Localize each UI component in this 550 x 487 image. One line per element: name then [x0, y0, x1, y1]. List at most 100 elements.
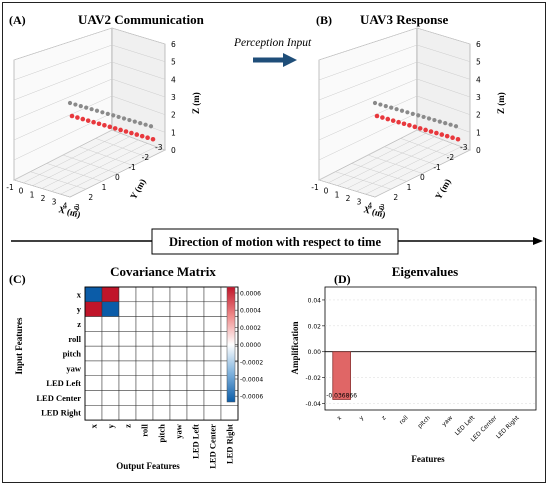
bar-category-label: y: [358, 414, 366, 422]
heatmap-cell: [169, 375, 188, 391]
y-tick-label: -2: [142, 153, 150, 162]
bar-title: Eigenvalues: [392, 264, 458, 279]
y-tick-label: 0: [115, 173, 120, 182]
follower-point: [73, 102, 78, 107]
panel-c-letter: (C): [9, 272, 26, 286]
direction-label: Direction of motion with respect to time: [169, 235, 381, 249]
grid-line: [416, 129, 471, 151]
heatmap-cell: [152, 405, 171, 421]
grid-line: [111, 95, 166, 115]
heatmap-cell: [101, 301, 120, 317]
heatmap-cell: [152, 286, 171, 303]
heatmap-cell: [186, 390, 205, 406]
heatmap-cell: [203, 360, 222, 376]
eigenvalue-bar-chart: 0.04 0.02 0.00 -0.02 -0.04 x y z roll pitch yaw LED…: [305, 286, 537, 443]
heatmap-row-label: roll: [68, 334, 81, 344]
heatmap-cell: [84, 360, 103, 376]
heatmap-cell: [135, 316, 154, 332]
grid-line: [13, 27, 113, 61]
grid-line: [111, 27, 166, 45]
follower-point: [67, 100, 73, 106]
follower-point: [410, 111, 415, 116]
y-axis-label: Y (m): [128, 177, 148, 201]
grid-line: [111, 129, 166, 151]
heatmap-row-label: LED Left: [46, 378, 81, 388]
grid-line: [111, 78, 166, 98]
grid-line: [13, 78, 113, 121]
colorbar-tick-label: 0.0000: [240, 342, 261, 349]
colorbar-tick-label: -0.0002: [240, 359, 263, 366]
leader-point: [150, 136, 156, 142]
z-tick-label: 4: [171, 75, 176, 84]
leader-point: [396, 119, 401, 125]
heatmap-cell: [84, 345, 103, 362]
grid-line: [416, 27, 471, 45]
colorbar-tick-label: -0.0006: [240, 394, 263, 401]
heatmap-row-label: y: [77, 304, 82, 314]
follower-point: [443, 121, 448, 126]
heatmap-cell: [135, 360, 154, 376]
colorbar-tick-label: 0.0006: [240, 291, 261, 298]
follower-point: [111, 113, 116, 118]
bar-category-label: pitch: [416, 414, 432, 430]
follower-point: [432, 117, 437, 123]
heatmap-cell: [101, 316, 120, 332]
leader-point: [145, 135, 150, 140]
heatmap-row-label: z: [77, 319, 81, 329]
leader-point: [80, 116, 86, 122]
leader-point: [96, 121, 102, 127]
heatmap-row-label: LED Center: [36, 393, 81, 403]
heatmap-cell: [84, 331, 103, 347]
leader-point: [417, 126, 423, 131]
heatmap-row-label: x: [77, 289, 82, 299]
bar-ytick-label: 0.00: [308, 349, 322, 356]
colorbar-tick-label: 0.0004: [240, 308, 261, 315]
heatmap-cell: [101, 405, 120, 421]
heatmap-cell: [169, 345, 188, 362]
leader-point: [129, 130, 134, 136]
z-tick-label: 4: [476, 75, 481, 84]
follower-point: [448, 122, 453, 127]
follower-point: [437, 119, 442, 124]
panel-d-letter: (D): [334, 272, 351, 286]
x-tick-label: 4: [368, 201, 373, 210]
z-axis-label: Z (m): [496, 92, 506, 114]
bar-category-label: LED Right: [495, 414, 521, 440]
heatmap-cell: [186, 375, 205, 391]
leader-point: [450, 135, 455, 140]
leader-point: [412, 124, 418, 130]
follower-point: [89, 107, 94, 112]
z-tick-label: 5: [171, 58, 176, 67]
heatmap-ylabel: Input Features: [14, 317, 24, 375]
eigenvalue-bar: [332, 351, 351, 400]
heatmap-cell: [101, 345, 120, 362]
follower-point: [78, 104, 83, 109]
direction-label-box: [151, 228, 399, 255]
heatmap-xlabel: Output Features: [116, 461, 180, 471]
heatmap-cell: [135, 405, 154, 421]
y-tick-label: 2: [88, 193, 93, 202]
leader-point: [69, 113, 75, 119]
y-axis-label: Y (m): [433, 177, 453, 201]
heatmap-cell: [84, 390, 103, 406]
heatmap-cell: [84, 286, 103, 303]
heatmap-col-label: roll: [140, 423, 150, 436]
bar-category-label: yaw: [441, 414, 455, 428]
z-tick-label: 5: [476, 58, 481, 67]
x-tick-label: -1: [6, 183, 14, 192]
heatmap-cell: [101, 331, 120, 347]
grid-line: [400, 138, 455, 159]
follower-point: [399, 108, 405, 113]
heatmap-cell: [135, 286, 154, 303]
heatmap-cell: [152, 375, 171, 391]
follower-point: [143, 122, 148, 127]
follower-point: [405, 110, 410, 115]
z-tick-label: 2: [171, 111, 176, 120]
heatmap-cell: [203, 405, 222, 421]
y-tick-label: -2: [447, 153, 455, 162]
leader-point: [123, 129, 129, 134]
heatmap-row-label: LED Right: [41, 408, 81, 418]
follower-point: [84, 105, 89, 110]
